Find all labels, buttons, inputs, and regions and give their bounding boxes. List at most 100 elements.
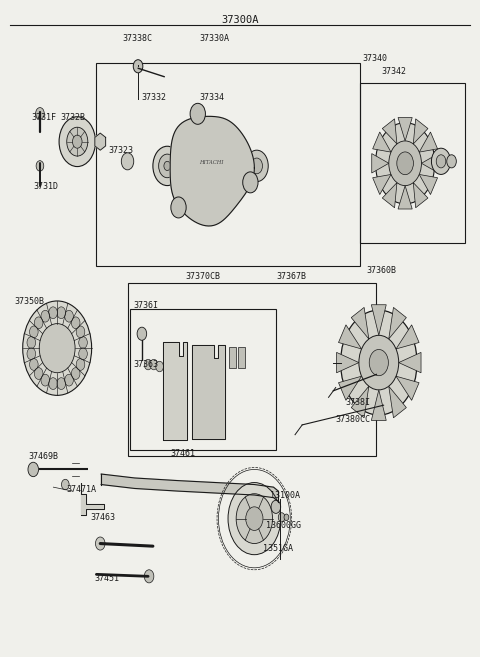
Circle shape [23, 301, 92, 396]
Circle shape [164, 162, 170, 171]
Circle shape [246, 507, 263, 530]
Polygon shape [101, 474, 278, 501]
Circle shape [251, 158, 263, 173]
Circle shape [397, 152, 413, 175]
Polygon shape [372, 305, 386, 335]
Polygon shape [338, 376, 361, 400]
Circle shape [198, 150, 225, 186]
Polygon shape [372, 154, 389, 173]
Circle shape [389, 141, 421, 186]
Circle shape [35, 368, 43, 380]
Circle shape [79, 348, 87, 359]
Polygon shape [382, 183, 397, 208]
Circle shape [72, 135, 82, 148]
Text: 37342: 37342 [381, 67, 406, 76]
Text: 37363: 37363 [134, 360, 159, 369]
Polygon shape [351, 307, 369, 339]
Bar [360, 83, 465, 243]
Circle shape [150, 359, 157, 370]
Text: 37471A: 37471A [67, 485, 97, 493]
Circle shape [61, 480, 69, 489]
Circle shape [153, 147, 181, 185]
Circle shape [41, 310, 49, 322]
Circle shape [96, 537, 105, 550]
Text: 37360B: 37360B [367, 265, 397, 275]
Circle shape [72, 368, 80, 380]
Polygon shape [95, 133, 106, 150]
Polygon shape [419, 132, 438, 152]
Polygon shape [372, 132, 391, 152]
Circle shape [30, 326, 38, 338]
Circle shape [39, 324, 75, 373]
Text: 37330A: 37330A [199, 34, 229, 43]
Circle shape [57, 307, 66, 319]
Circle shape [194, 108, 202, 119]
Polygon shape [398, 118, 412, 141]
Circle shape [144, 359, 152, 370]
Text: 37300A: 37300A [221, 15, 259, 25]
Circle shape [57, 378, 66, 390]
Bar [128, 283, 376, 457]
Circle shape [369, 350, 388, 376]
Text: HITACHI: HITACHI [199, 160, 224, 165]
Circle shape [27, 348, 36, 359]
Polygon shape [389, 307, 407, 339]
Circle shape [49, 378, 58, 390]
Circle shape [271, 500, 281, 513]
Polygon shape [192, 345, 225, 439]
Polygon shape [396, 325, 419, 349]
Polygon shape [419, 175, 438, 194]
Circle shape [158, 154, 176, 177]
Text: 37370CB: 37370CB [185, 272, 220, 281]
Circle shape [121, 153, 134, 170]
Circle shape [375, 123, 435, 204]
Circle shape [36, 161, 44, 171]
Circle shape [65, 374, 73, 386]
Circle shape [144, 570, 154, 583]
Bar [96, 63, 360, 266]
Text: 37350B: 37350B [14, 296, 44, 306]
Text: 37380CC: 37380CC [336, 415, 371, 424]
Circle shape [27, 336, 36, 348]
Polygon shape [398, 186, 412, 209]
Polygon shape [382, 119, 397, 144]
Circle shape [359, 335, 399, 390]
Polygon shape [413, 119, 428, 144]
Circle shape [284, 514, 289, 520]
Circle shape [137, 327, 147, 340]
Polygon shape [396, 376, 419, 400]
Polygon shape [399, 352, 421, 373]
Bar [130, 309, 276, 450]
Bar [229, 347, 236, 368]
Circle shape [79, 336, 87, 348]
Circle shape [76, 326, 85, 338]
Polygon shape [389, 386, 407, 418]
Circle shape [188, 137, 234, 199]
Circle shape [340, 310, 417, 415]
Circle shape [28, 463, 38, 477]
Text: 37338C: 37338C [123, 34, 153, 43]
Text: 3732B: 3732B [60, 113, 85, 122]
Circle shape [41, 374, 49, 386]
Text: 37340: 37340 [362, 54, 387, 63]
Circle shape [243, 172, 258, 193]
Polygon shape [338, 325, 361, 349]
Text: 3731F: 3731F [32, 113, 57, 122]
Circle shape [236, 493, 273, 543]
Circle shape [156, 361, 163, 372]
Polygon shape [336, 352, 359, 373]
Circle shape [278, 512, 285, 522]
Text: 1351GA: 1351GA [263, 544, 293, 553]
Text: 37332: 37332 [142, 93, 167, 102]
Circle shape [35, 317, 43, 328]
Circle shape [245, 150, 268, 181]
Circle shape [175, 202, 182, 213]
Polygon shape [170, 116, 254, 226]
Circle shape [30, 359, 38, 371]
Circle shape [36, 108, 44, 120]
Circle shape [432, 148, 451, 174]
Polygon shape [372, 175, 391, 194]
Text: 13100A: 13100A [270, 491, 300, 500]
Polygon shape [421, 154, 439, 173]
Bar [238, 347, 245, 368]
